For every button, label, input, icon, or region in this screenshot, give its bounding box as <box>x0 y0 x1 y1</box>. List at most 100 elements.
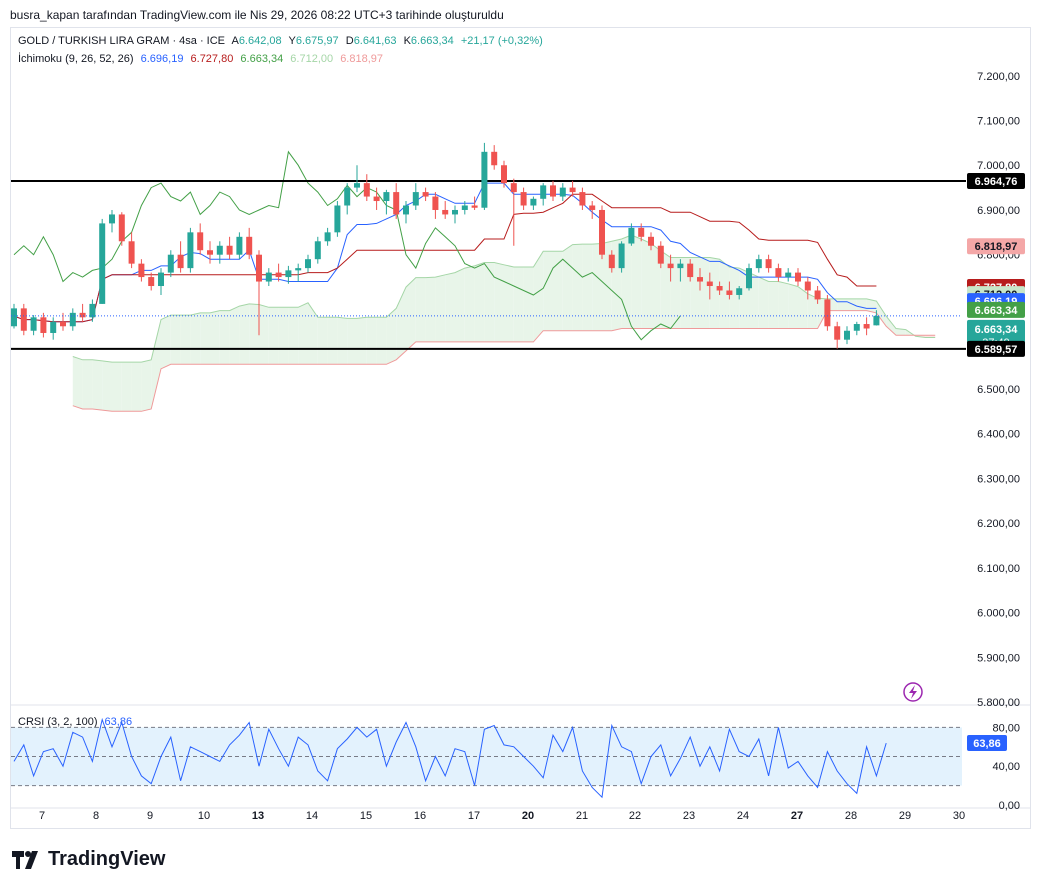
time-tick-label: 20 <box>522 810 534 822</box>
candle <box>834 321 841 349</box>
candle <box>550 180 556 202</box>
candle-body <box>804 281 811 291</box>
candle-body <box>79 312 86 318</box>
ichimoku-name[interactable]: İchimoku (9, 26, 52, 26) <box>18 53 134 65</box>
cloud-segment <box>925 335 936 338</box>
cloud-segment <box>631 235 642 329</box>
candle <box>158 268 164 295</box>
cloud-segment <box>347 318 357 365</box>
cloud-segment <box>308 302 318 365</box>
candle <box>187 227 194 273</box>
candle-body <box>765 259 772 269</box>
candle-body <box>236 236 243 255</box>
cloud-segment <box>278 307 289 365</box>
candle-body <box>501 165 507 184</box>
candle-body <box>755 259 762 269</box>
candle <box>265 268 272 287</box>
candle <box>589 201 596 219</box>
candle-body <box>579 192 586 206</box>
candle <box>383 189 390 215</box>
candle-body <box>393 192 400 215</box>
candle-body <box>148 277 155 287</box>
cloud-segment <box>180 315 191 365</box>
cloud-segment <box>366 317 377 365</box>
cloud-segment <box>337 317 348 365</box>
candle <box>716 281 723 295</box>
candle <box>197 223 204 255</box>
crsi-name[interactable]: CRSI (3, 2, 100) <box>18 716 98 728</box>
candle <box>736 286 743 300</box>
cloud-segment <box>660 250 671 329</box>
cloud-segment <box>92 359 103 411</box>
candle-body <box>187 232 194 269</box>
cloud-segment <box>758 277 769 329</box>
symbol-name[interactable]: GOLD / TURKISH LIRA GRAM · 4sa · ICE <box>18 35 226 47</box>
candle-body <box>265 272 272 282</box>
candles <box>11 142 880 349</box>
candle <box>726 281 733 300</box>
cloud-segment <box>896 328 906 336</box>
candle-body <box>834 326 841 340</box>
time-tick-label: 30 <box>953 810 965 822</box>
time-tick-label: 21 <box>576 810 588 822</box>
cloud-segment <box>268 307 279 365</box>
cloud-segment <box>543 251 553 331</box>
time-tick-label: 23 <box>683 810 695 822</box>
cloud-segment <box>709 257 720 329</box>
time-tick-label: 8 <box>93 810 99 822</box>
candle-body <box>775 268 782 278</box>
cloud-segment <box>886 316 896 336</box>
candle <box>138 259 145 282</box>
crsi-tick-label: 0,00 <box>999 800 1020 812</box>
cloud-segment <box>807 293 818 329</box>
time-tick-label: 9 <box>147 810 153 822</box>
candle-body <box>432 196 439 210</box>
candle-body <box>481 151 488 208</box>
candle <box>275 263 282 282</box>
crsi-legend: CRSI (3, 2, 100) 63,86 <box>18 716 136 728</box>
time-tick-label: 15 <box>360 810 372 822</box>
candle-body <box>618 243 625 269</box>
candle-body <box>657 245 664 264</box>
candle <box>863 317 870 336</box>
candle-body <box>256 254 262 282</box>
candle <box>442 201 449 219</box>
candle <box>765 254 772 273</box>
candle <box>657 241 664 269</box>
candle <box>520 187 527 210</box>
cloud-segment <box>788 283 798 329</box>
candle <box>167 250 174 278</box>
candle <box>677 259 684 282</box>
candle <box>60 312 66 331</box>
price-tick-label: 6.900,00 <box>977 205 1020 217</box>
cloud-segment <box>112 362 122 412</box>
cloud-segment <box>141 359 152 412</box>
price-tick-label: 6.400,00 <box>977 429 1020 441</box>
cloud-segment <box>259 304 269 365</box>
time-tick-label: 10 <box>198 810 210 822</box>
candle <box>814 286 821 304</box>
candle <box>393 183 400 219</box>
cloud-segment <box>396 287 406 360</box>
candle-body <box>491 151 498 166</box>
cloud-segment <box>102 360 112 412</box>
tradingview-logo[interactable]: TradingView <box>12 848 165 871</box>
cloud-segment <box>445 272 455 342</box>
time-tick-label: 29 <box>899 810 911 822</box>
candle <box>491 145 498 170</box>
candle-body <box>89 303 96 318</box>
cloud-segment <box>504 264 514 342</box>
candle <box>853 321 860 336</box>
candle <box>334 201 341 237</box>
change-value: +21,17 (+0,32%) <box>460 35 543 47</box>
candle-body <box>736 288 743 295</box>
crsi-tick-label: 80,00 <box>992 722 1020 734</box>
candle-body <box>520 192 527 206</box>
candle-body <box>677 263 684 269</box>
time-tick-label: 22 <box>629 810 641 822</box>
candle <box>373 187 380 210</box>
candle-body <box>628 227 635 244</box>
price-tick-label: 6.100,00 <box>977 563 1020 575</box>
time-tick-label: 7 <box>39 810 45 822</box>
